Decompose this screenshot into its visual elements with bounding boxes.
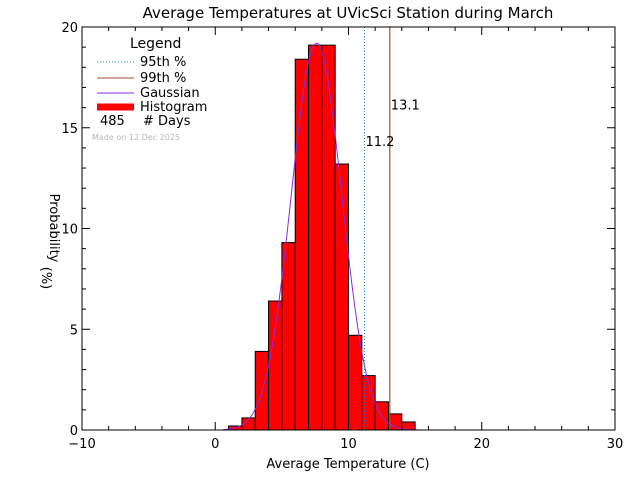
y-tick-label: 15 xyxy=(61,122,78,137)
x-tick-label: −10 xyxy=(68,437,95,452)
y-axis-label: Probability xyxy=(46,194,61,263)
x-tick-label: 20 xyxy=(473,437,490,452)
y-axis-unit: (%) xyxy=(38,267,53,290)
y-tick-label: 0 xyxy=(70,424,78,439)
legend-title: Legend xyxy=(130,36,181,52)
y-tick-label: 5 xyxy=(70,323,78,338)
histogram-bar xyxy=(308,44,323,431)
legend-label-p95: 95th % xyxy=(140,55,186,70)
histogram-bar xyxy=(387,413,403,431)
histogram-bar xyxy=(321,44,336,431)
histogram-bar xyxy=(281,242,296,431)
percentile-99-label: 13.1 xyxy=(391,99,420,114)
percentile-95-label: 11.2 xyxy=(365,135,394,150)
histogram-bar xyxy=(348,334,363,431)
histogram-bar xyxy=(268,300,283,431)
legend-day-count: 485 xyxy=(100,114,125,129)
y-axis-unit-text: (%) xyxy=(38,267,53,290)
histogram-bar xyxy=(334,163,349,431)
gaussian-curve xyxy=(223,42,421,431)
x-tick-label: 10 xyxy=(340,437,357,452)
legend: Legend 95th % 99th % Gaussian Histogram … xyxy=(92,36,207,142)
y-axis-label-text: Probability xyxy=(46,194,61,263)
x-tick-label: 30 xyxy=(607,437,624,452)
histogram-bar xyxy=(294,58,310,431)
legend-label-p99: 99th % xyxy=(140,71,186,86)
x-tick-label: 0 xyxy=(211,437,219,452)
watermark-text: Made on 12 Dec 2025 xyxy=(92,133,180,142)
histogram-bars xyxy=(228,44,416,431)
legend-label-gaussian: Gaussian xyxy=(140,86,200,101)
y-tick-label: 20 xyxy=(61,21,78,36)
legend-label-histogram: Histogram xyxy=(140,100,207,115)
legend-day-count-label: # Days xyxy=(143,114,191,129)
x-axis-label: Average Temperature (C) xyxy=(266,457,429,472)
chart-title: Average Temperatures at UVicSci Station … xyxy=(143,4,554,22)
y-tick-label: 10 xyxy=(61,223,78,238)
